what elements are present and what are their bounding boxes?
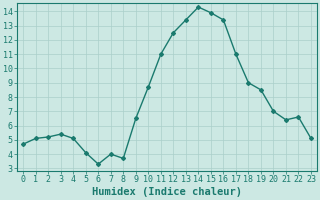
X-axis label: Humidex (Indice chaleur): Humidex (Indice chaleur) (92, 187, 242, 197)
